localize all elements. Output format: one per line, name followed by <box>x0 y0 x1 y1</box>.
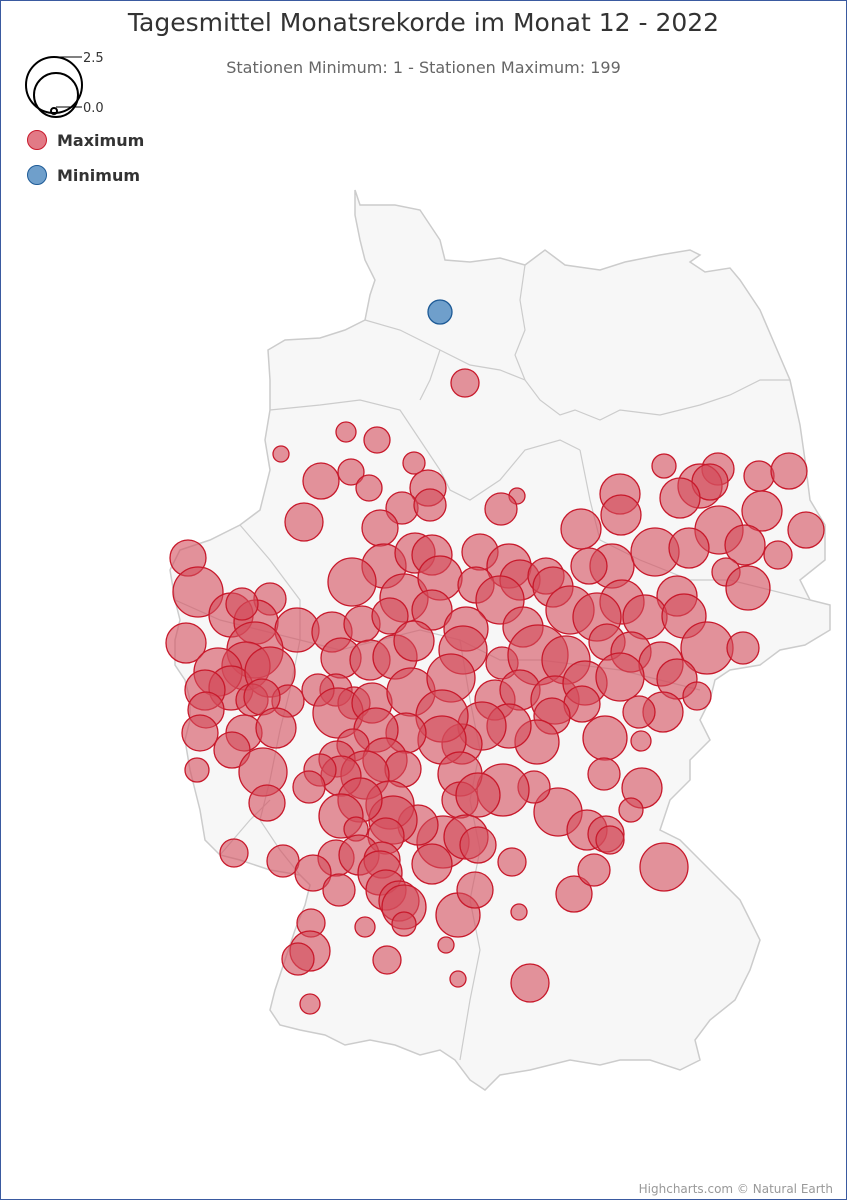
station-bubble-max[interactable] <box>651 453 677 479</box>
station-bubble-max[interactable] <box>455 772 501 818</box>
station-bubble-max[interactable] <box>372 945 402 975</box>
station-bubble-max[interactable] <box>327 557 377 607</box>
legend-label-minimum: Minimum <box>57 165 141 185</box>
legend-item-maximum[interactable]: Maximum <box>27 130 144 150</box>
station-bubble-max[interactable] <box>639 842 689 892</box>
station-bubble-max[interactable] <box>743 460 775 492</box>
station-bubble-max[interactable] <box>354 916 376 938</box>
bubble-legend-min-label: 0.0 <box>83 101 104 116</box>
station-bubble-max[interactable] <box>437 936 455 954</box>
station-bubble-max[interactable] <box>668 527 710 569</box>
station-bubble-max[interactable] <box>371 597 409 635</box>
station-bubble-max[interactable] <box>560 508 602 550</box>
station-bubble-max[interactable] <box>630 730 652 752</box>
station-bubble-max[interactable] <box>302 462 340 500</box>
station-bubble-max[interactable] <box>582 715 628 761</box>
bubble-legend-large <box>25 56 83 114</box>
station-bubble-max[interactable] <box>284 502 324 542</box>
station-bubble-max[interactable] <box>787 511 825 549</box>
series-minimum <box>427 299 453 325</box>
bubble-legend-max-label: 2.5 <box>83 51 104 66</box>
station-bubble-max[interactable] <box>281 942 315 976</box>
chart-title: Tagesmittel Monatsrekorde im Monat 12 - … <box>127 8 720 37</box>
station-bubble-max[interactable] <box>266 844 300 878</box>
station-bubble-max[interactable] <box>294 854 332 892</box>
legend-item-minimum[interactable]: Minimum <box>27 165 140 185</box>
station-bubble-max[interactable] <box>219 838 249 868</box>
station-bubble-max[interactable] <box>510 903 528 921</box>
station-bubble-max[interactable] <box>484 492 518 526</box>
station-bubble-max[interactable] <box>355 474 383 502</box>
station-bubble-max[interactable] <box>411 843 453 885</box>
station-bubble-max[interactable] <box>449 970 467 988</box>
station-bubble-max[interactable] <box>361 509 399 547</box>
chart-credit[interactable]: Highcharts.com © Natural Earth <box>638 1182 833 1196</box>
series-maximum <box>165 368 825 1015</box>
station-bubble-max[interactable] <box>510 963 550 1003</box>
bubble-size-legend <box>25 56 83 118</box>
station-bubble-max[interactable] <box>335 421 357 443</box>
station-bubble-max[interactable] <box>577 853 611 887</box>
station-bubble-max[interactable] <box>570 547 608 585</box>
station-bubble-max[interactable] <box>770 452 808 490</box>
station-bubble-max[interactable] <box>225 587 259 621</box>
legend-label-maximum: Maximum <box>57 130 145 150</box>
bubble-legend-small <box>50 107 58 115</box>
station-bubble-max[interactable] <box>741 490 783 532</box>
station-bubble-max[interactable] <box>255 707 297 749</box>
station-bubble-max[interactable] <box>659 477 701 519</box>
station-bubble-max[interactable] <box>393 620 435 662</box>
station-bubble-max[interactable] <box>337 458 365 486</box>
station-bubble-max[interactable] <box>595 825 625 855</box>
station-bubble-min[interactable] <box>427 299 453 325</box>
station-bubble-max[interactable] <box>682 681 712 711</box>
station-bubble-max[interactable] <box>213 731 251 769</box>
station-bubble-max[interactable] <box>363 426 391 454</box>
station-bubble-max[interactable] <box>726 631 760 665</box>
station-bubble-max[interactable] <box>292 770 326 804</box>
station-bubble-max[interactable] <box>555 875 593 913</box>
station-bubble-max[interactable] <box>181 714 219 752</box>
station-bubble-max[interactable] <box>595 652 645 702</box>
station-bubble-max[interactable] <box>618 797 644 823</box>
station-bubble-max[interactable] <box>402 451 426 475</box>
station-bubble-max[interactable] <box>600 494 642 536</box>
station-bubble-max[interactable] <box>172 566 224 618</box>
station-bubble-max[interactable] <box>165 622 207 664</box>
station-bubble-max[interactable] <box>725 565 771 611</box>
station-bubble-max[interactable] <box>248 784 286 822</box>
station-bubble-max[interactable] <box>459 826 497 864</box>
chart-subtitle: Stationen Minimum: 1 - Stationen Maximum… <box>226 58 621 77</box>
station-bubble-max[interactable] <box>456 871 494 909</box>
station-bubble-max[interactable] <box>272 445 290 463</box>
station-bubble-max[interactable] <box>724 524 766 566</box>
station-bubble-max[interactable] <box>391 911 417 937</box>
legend-dot-minimum <box>27 165 47 185</box>
station-bubble-max[interactable] <box>450 368 480 398</box>
legend-dot-maximum <box>27 130 47 150</box>
station-bubble-max[interactable] <box>411 589 453 631</box>
station-bubble-max[interactable] <box>184 757 210 783</box>
station-bubble-max[interactable] <box>587 757 621 791</box>
station-bubble-max[interactable] <box>322 873 356 907</box>
station-bubble-max[interactable] <box>622 695 656 729</box>
bubble-legend-medium <box>33 72 79 118</box>
station-bubble-max[interactable] <box>497 847 527 877</box>
station-bubble-max[interactable] <box>413 488 447 522</box>
station-bubble-max[interactable] <box>763 540 793 570</box>
station-bubble-max[interactable] <box>299 993 321 1015</box>
